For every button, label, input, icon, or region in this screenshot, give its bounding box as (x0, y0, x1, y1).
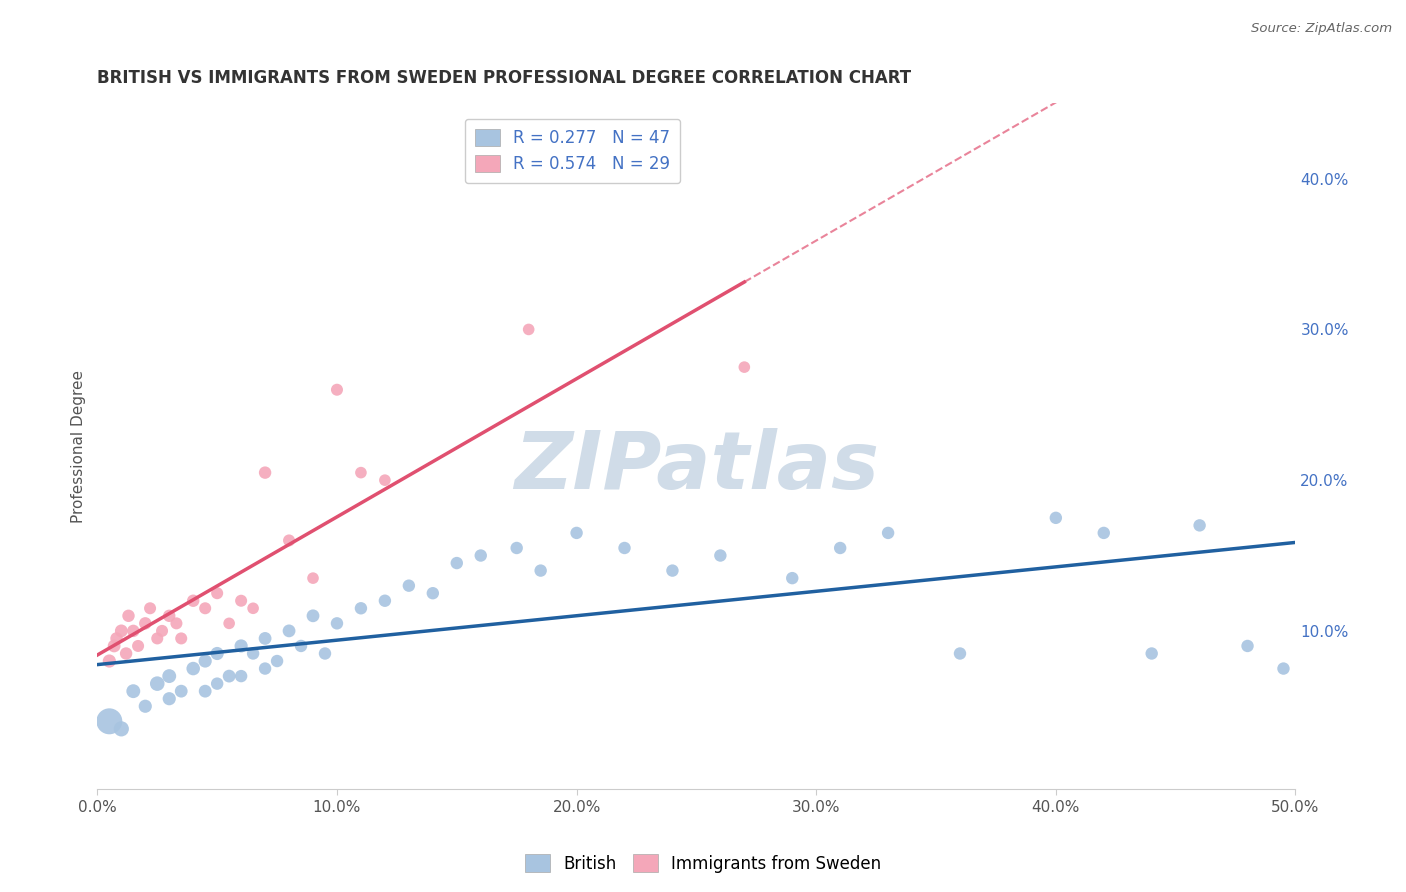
Point (733, 360, 755, 375)
Point (565, 525, 588, 540)
Point (780, 571, 803, 585)
Point (254, 662, 277, 676)
Point (517, 322, 540, 336)
Point (470, 549, 492, 563)
Point (1092, 525, 1115, 540)
Point (134, 616, 156, 631)
Point (877, 525, 900, 540)
Point (146, 676, 169, 690)
Point (127, 639, 149, 653)
Legend: R = 0.277   N = 47, R = 0.574   N = 29: R = 0.277 N = 47, R = 0.574 N = 29 (465, 119, 681, 183)
Point (254, 466, 277, 480)
Point (98, 714, 121, 729)
Text: ZIPatlas: ZIPatlas (515, 428, 879, 506)
Text: BRITISH VS IMMIGRANTS FROM SWEDEN PROFESSIONAL DEGREE CORRELATION CHART: BRITISH VS IMMIGRANTS FROM SWEDEN PROFES… (97, 69, 911, 87)
Point (229, 593, 252, 607)
Point (422, 586, 444, 600)
Point (117, 608, 139, 623)
Point (242, 647, 264, 661)
Point (134, 699, 156, 714)
Point (374, 473, 396, 487)
Point (205, 586, 228, 600)
Point (326, 383, 349, 397)
Point (302, 571, 325, 585)
Point (181, 593, 204, 607)
Point (350, 466, 373, 480)
Point (98, 654, 121, 668)
Point (278, 624, 301, 638)
Point (314, 647, 336, 661)
Point (157, 669, 180, 683)
Point (105, 632, 128, 646)
Point (949, 647, 972, 661)
Point (218, 616, 240, 631)
Point (181, 662, 204, 676)
Point (229, 669, 252, 683)
Point (110, 722, 132, 736)
Point (661, 564, 683, 578)
Point (229, 639, 252, 653)
Point (146, 632, 169, 646)
Point (205, 676, 228, 690)
Point (398, 579, 420, 593)
Point (242, 601, 264, 615)
Point (505, 541, 527, 555)
Point (326, 616, 349, 631)
Point (446, 556, 468, 570)
Point (205, 647, 228, 661)
Point (302, 608, 325, 623)
Point (170, 632, 193, 646)
Point (1045, 511, 1067, 525)
Point (150, 624, 173, 638)
Point (115, 647, 138, 661)
Point (530, 564, 553, 578)
Point (374, 593, 396, 607)
Point (350, 601, 373, 615)
Point (194, 601, 217, 615)
Point (266, 654, 288, 668)
Text: Source: ZipAtlas.com: Source: ZipAtlas.com (1251, 22, 1392, 36)
Legend: British, Immigrants from Sweden: British, Immigrants from Sweden (517, 847, 889, 880)
Point (194, 654, 217, 668)
Point (139, 601, 162, 615)
Point (1140, 647, 1163, 661)
Point (157, 691, 180, 706)
Point (1236, 639, 1258, 653)
Point (165, 616, 187, 631)
Point (110, 624, 132, 638)
Point (103, 639, 125, 653)
Point (290, 639, 312, 653)
Point (709, 549, 731, 563)
Point (613, 541, 636, 555)
Point (1188, 518, 1211, 533)
Y-axis label: Professional Degree: Professional Degree (72, 370, 86, 523)
Point (122, 624, 145, 638)
Point (830, 541, 852, 555)
Point (157, 608, 180, 623)
Point (194, 684, 217, 698)
Point (278, 533, 301, 548)
Point (170, 684, 193, 698)
Point (122, 684, 145, 698)
Point (254, 632, 277, 646)
Point (218, 669, 240, 683)
Point (1272, 662, 1295, 676)
